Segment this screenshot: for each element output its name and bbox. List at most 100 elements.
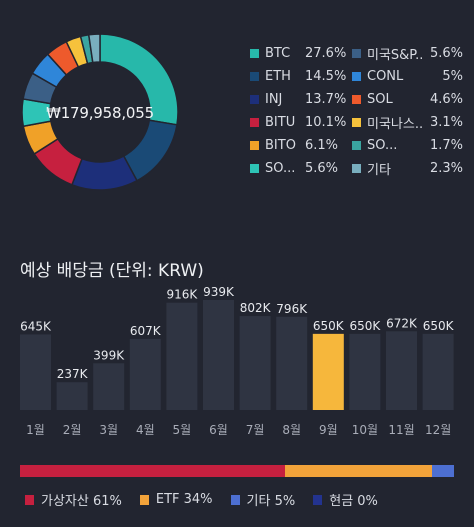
- legend-label: ETF 34%: [155, 492, 213, 507]
- legend-item-bito: BITO 6.1%: [250, 134, 346, 157]
- legend-swatch: [352, 164, 361, 173]
- legend-item-nasdaq: 미국나스... 3.1%: [352, 111, 463, 134]
- legend-name: SO...: [367, 138, 398, 153]
- legend-item-so-2: SO... 1.7%: [352, 134, 463, 157]
- bar-value-label: 237K: [57, 367, 89, 381]
- dividend-bar: [166, 302, 198, 410]
- legend-item-other: 기타 2.3%: [352, 157, 463, 180]
- legend-item-sp500: 미국S&P... 5.6%: [352, 42, 463, 65]
- allocation-legend-cash: 현금 0%: [313, 490, 378, 509]
- legend-name: 기타: [367, 163, 391, 178]
- month-tick-label: 11월: [388, 423, 414, 437]
- month-tick-label: 4월: [136, 423, 155, 437]
- legend-swatch: [250, 118, 259, 127]
- allocation-legend-other: 기타 5%: [230, 490, 296, 509]
- legend-name: ETH: [265, 69, 291, 84]
- portfolio-donut-chart: [21, 33, 179, 191]
- bar-value-label: 650K: [313, 319, 345, 333]
- legend-pct: 5.6%: [429, 46, 463, 61]
- bar-value-label: 650K: [423, 319, 455, 333]
- allocation-segment-other: [432, 465, 454, 477]
- legend-item-eth: ETH 14.5%: [250, 65, 346, 88]
- bar-value-label: 645K: [20, 319, 52, 333]
- dividend-bar: [239, 316, 271, 410]
- legend-swatch: [139, 494, 149, 505]
- legend-name: BITU: [265, 115, 296, 130]
- allocation-legend: 가상자산 61% ETF 34% 기타 5% 현금 0%: [25, 490, 396, 509]
- legend-pct: 5.6%: [305, 161, 339, 176]
- bar-value-label: 939K: [203, 285, 235, 299]
- month-tick-label: 1월: [26, 423, 45, 437]
- legend-name: CONL: [367, 69, 404, 84]
- portfolio-total-value: ₩179,958,055: [46, 104, 154, 122]
- month-tick-label: 3월: [99, 423, 118, 437]
- allocation-segment-crypto: [20, 465, 285, 477]
- portfolio-legend-left: BTC 27.6% ETH 14.5% INJ 13.7% BITU 10.1% BIT…: [250, 42, 346, 180]
- legend-item-so: SO... 5.6%: [250, 157, 346, 180]
- dividend-bar: [386, 331, 417, 410]
- dividend-section-title: 예상 배당금 (단위: KRW): [20, 261, 204, 281]
- legend-pct: 27.6%: [305, 46, 347, 61]
- bar-value-label: 399K: [93, 348, 125, 362]
- month-tick-label: 6월: [209, 423, 228, 437]
- legend-name: SOL: [367, 92, 393, 107]
- monthly-dividend-bar-chart: 645K 1월 237K 2월 399K 3월 607K 4월 916K 5월 939K 6월 802K…: [20, 285, 455, 437]
- legend-swatch: [352, 118, 361, 127]
- legend-swatch: [25, 494, 34, 505]
- portfolio-legend-right: 미국S&P... 5.6% CONL 5% SOL 4.6% 미국나스... 3.1% …: [352, 42, 463, 180]
- legend-pct: 6.1%: [305, 138, 339, 153]
- legend-swatch: [250, 49, 259, 58]
- legend-item-conl: CONL 5%: [352, 65, 463, 88]
- allocation-legend-etf: ETF 34%: [139, 492, 213, 507]
- legend-swatch: [352, 141, 361, 150]
- dividend-bar: [312, 333, 344, 410]
- bar-value-label: 796K: [276, 302, 308, 316]
- dividend-bar: [93, 363, 125, 410]
- legend-pct: 1.7%: [429, 138, 463, 153]
- bar-value-label: 672K: [386, 316, 418, 330]
- legend-pct: 13.7%: [305, 92, 347, 107]
- legend-name: 미국나스...: [367, 117, 423, 132]
- legend-name: 미국S&P...: [367, 48, 423, 63]
- legend-swatch: [250, 95, 259, 104]
- legend-pct: 14.5%: [305, 69, 347, 84]
- legend-item-bitu: BITU 10.1%: [250, 111, 346, 134]
- month-tick-label: 5월: [173, 423, 192, 437]
- dividend-bar: [422, 333, 454, 410]
- legend-name: BTC: [265, 46, 291, 61]
- legend-swatch: [250, 164, 259, 173]
- legend-item-sol: SOL 4.6%: [352, 88, 463, 111]
- dividend-bar: [56, 382, 88, 410]
- allocation-legend-crypto: 가상자산 61%: [25, 490, 122, 509]
- bar-value-label: 650K: [350, 319, 382, 333]
- legend-swatch: [313, 494, 323, 505]
- legend-pct: 4.6%: [429, 92, 463, 107]
- allocation-stacked-bar: [20, 465, 454, 477]
- legend-swatch: [352, 72, 361, 81]
- legend-pct: 2.3%: [429, 161, 463, 176]
- legend-item-btc: BTC 27.6%: [250, 42, 346, 65]
- legend-swatch: [250, 72, 259, 81]
- legend-pct: 3.1%: [429, 115, 463, 130]
- legend-item-inj: INJ 13.7%: [250, 88, 346, 111]
- dividend-bar: [276, 316, 308, 410]
- bar-value-label: 607K: [130, 324, 162, 338]
- legend-swatch: [230, 494, 240, 505]
- month-tick-label: 12월: [425, 423, 451, 437]
- legend-pct: 10.1%: [305, 115, 347, 130]
- legend-pct: 5%: [442, 69, 463, 84]
- legend-swatch: [352, 95, 361, 104]
- allocation-segment-etf: [284, 465, 433, 477]
- legend-label: 현금 0%: [329, 494, 378, 509]
- month-tick-label: 2월: [63, 423, 82, 437]
- legend-name: INJ: [265, 92, 283, 107]
- legend-swatch: [352, 49, 361, 58]
- month-tick-label: 7월: [246, 423, 265, 437]
- month-tick-label: 8월: [282, 423, 301, 437]
- legend-swatch: [250, 141, 259, 150]
- dividend-bar: [203, 300, 234, 410]
- legend-label: 기타 5%: [246, 494, 296, 509]
- legend-name: BITO: [265, 138, 296, 153]
- bar-value-label: 802K: [240, 301, 272, 315]
- month-tick-label: 9월: [319, 423, 338, 437]
